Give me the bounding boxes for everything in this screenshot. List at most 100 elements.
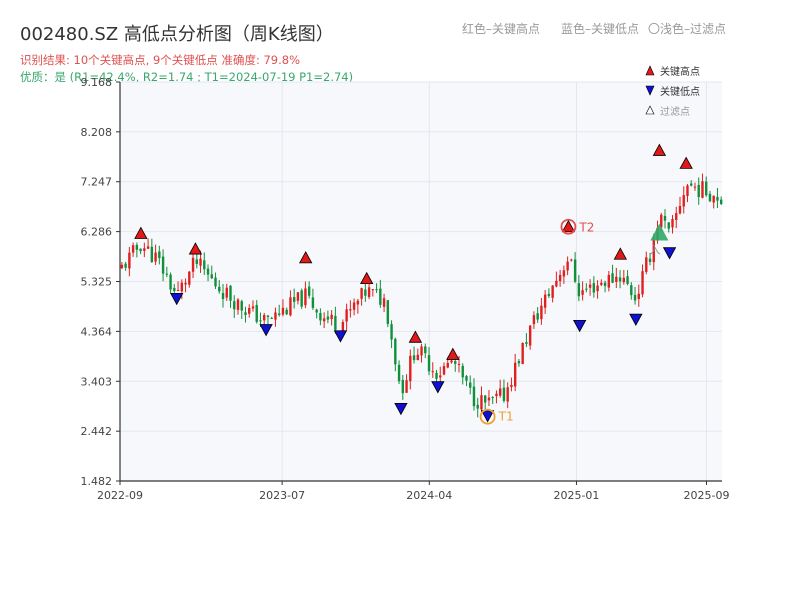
candle-body — [566, 261, 569, 271]
markers: T1 T2 入 — [134, 143, 693, 425]
candle-body — [266, 315, 270, 317]
x-tick-label: 2023-07 — [259, 489, 305, 502]
key-low-marker — [629, 313, 643, 326]
candle-body — [233, 301, 236, 310]
candle-body — [498, 388, 502, 396]
candle-body — [719, 199, 723, 205]
candle-body — [150, 246, 154, 263]
axes: 1.482 2.442 3.403 4.364 5.325 6.286 7.247 8.208… — [81, 76, 730, 502]
result-summary: 识别结果: 10个关键高点, 9个关键低点 准确度: 79.8% — [20, 53, 301, 67]
candle-body — [352, 302, 356, 310]
key-high-marker — [652, 143, 667, 156]
candle-body — [573, 259, 577, 282]
candle-body — [154, 252, 157, 262]
y-tick-label: 3.403 — [81, 375, 113, 388]
candle-body — [412, 355, 416, 361]
candle-body — [495, 393, 498, 397]
candle-body — [652, 239, 655, 263]
candle-body — [630, 285, 633, 296]
candle-body — [180, 282, 184, 292]
candle-body — [405, 380, 408, 393]
candle-body — [562, 270, 566, 277]
candle-body — [270, 317, 273, 319]
candle-body — [577, 283, 581, 297]
candle-body — [435, 372, 438, 379]
candle-body — [146, 246, 150, 249]
candle-body — [547, 293, 551, 296]
candle-body — [663, 215, 667, 221]
candle-body — [667, 222, 670, 229]
candle-body — [244, 312, 247, 316]
key-low-marker — [170, 292, 184, 306]
candle-body — [356, 300, 360, 305]
entry-label: 入 — [649, 243, 660, 256]
legend-low-label: 关键低点 — [660, 85, 700, 98]
candle-body — [461, 365, 464, 378]
candle-body — [143, 248, 146, 251]
candle-body — [648, 258, 652, 263]
candle-body — [701, 181, 704, 198]
y-tick-label: 1.482 — [81, 475, 113, 488]
candle-body — [693, 186, 697, 188]
candle-body — [431, 371, 434, 373]
candle-body — [682, 195, 685, 207]
candle-body — [581, 290, 584, 295]
y-tick-label: 2.442 — [81, 425, 113, 438]
legend-blue-text: 蓝色–关键低点 — [561, 22, 640, 36]
candle-body — [124, 263, 127, 268]
annotation-label: T1 — [498, 410, 514, 424]
candle-body — [240, 301, 243, 311]
candle-body — [671, 218, 674, 228]
y-tick-label: 8.208 — [81, 126, 113, 139]
key-high-marker — [134, 226, 148, 239]
key-high-marker — [299, 251, 313, 264]
candle-body — [188, 271, 191, 285]
candle-body — [401, 379, 405, 394]
candle-body — [424, 346, 427, 354]
candle-body — [427, 355, 431, 372]
candle-body — [255, 304, 258, 322]
candle-body — [139, 248, 142, 252]
key-low-marker — [480, 410, 495, 423]
annotation-label: T2 — [578, 221, 594, 235]
candle-body — [176, 290, 180, 292]
candle-body — [345, 309, 348, 322]
candle-body — [274, 312, 277, 320]
candle-body — [690, 183, 693, 186]
candle-body — [716, 196, 719, 201]
candle-body — [169, 274, 172, 290]
candle-body — [469, 382, 472, 388]
candle-body — [300, 290, 303, 307]
candle-body — [397, 364, 401, 382]
candle-body — [409, 355, 412, 382]
key-high-marker — [561, 219, 576, 233]
candle-body — [641, 271, 644, 295]
key-high-marker — [188, 242, 203, 255]
annotation-circle — [560, 218, 577, 235]
y-tick-label: 5.325 — [81, 276, 113, 289]
candle-body — [322, 318, 326, 322]
candle-body — [502, 387, 506, 401]
candle-body — [607, 274, 611, 288]
annotation-circle — [479, 408, 496, 425]
candle-body — [678, 206, 682, 214]
candle-body — [570, 259, 573, 261]
candle-body — [705, 181, 708, 196]
candle-body — [191, 257, 195, 272]
candle-body — [472, 386, 476, 407]
candle-body — [686, 185, 689, 197]
candle-body — [536, 313, 539, 320]
candle-body — [454, 361, 457, 364]
candle-body — [307, 286, 311, 296]
candle-body — [281, 307, 285, 315]
candle-body — [439, 375, 442, 378]
legend-low-marker-icon — [645, 85, 655, 96]
y-tick-label: 9.168 — [81, 76, 113, 89]
key-low-marker — [394, 403, 408, 416]
x-tick-label: 2025-01 — [553, 489, 599, 502]
candle-body — [528, 325, 532, 346]
candle-body — [236, 299, 240, 310]
candle-body — [379, 288, 382, 305]
candle-body — [491, 397, 494, 399]
candle-body — [221, 292, 225, 300]
